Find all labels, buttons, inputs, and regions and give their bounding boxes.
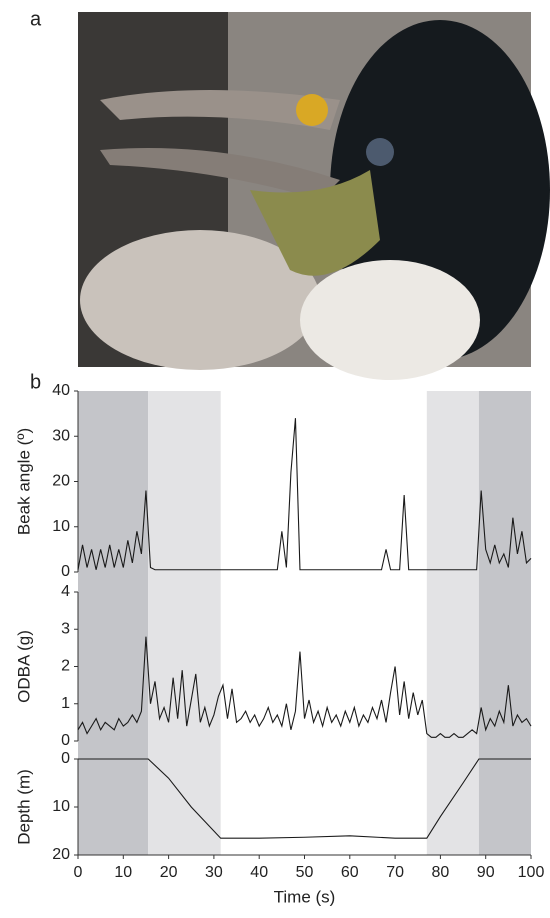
y-tick-label: 0 — [61, 563, 70, 580]
data-line — [77, 636, 532, 738]
y-tick-label: 30 — [52, 427, 70, 444]
x-axis-label: Time (s) — [274, 887, 336, 906]
y-tick-label: 20 — [52, 846, 70, 863]
y-tick-label: 10 — [52, 518, 70, 535]
x-tick-label: 30 — [205, 864, 223, 881]
x-tick-label: 10 — [114, 864, 132, 881]
phase-band — [78, 391, 149, 855]
y-tick-label: 0 — [61, 750, 70, 767]
x-tick-label: 100 — [518, 864, 545, 881]
data-line — [77, 418, 532, 571]
x-tick-label: 50 — [296, 864, 314, 881]
y-tick-label: 4 — [61, 583, 70, 600]
y-tick-label: 2 — [61, 658, 70, 675]
x-tick-label: 60 — [341, 864, 359, 881]
y-tick-label: 1 — [61, 695, 70, 712]
y-axis-label: Beak angle (º) — [14, 428, 33, 535]
panel-label: b — [30, 371, 41, 393]
data-line — [78, 758, 531, 839]
x-tick-label: 0 — [74, 864, 83, 881]
x-tick-label: 40 — [250, 864, 268, 881]
y-tick-label: 0 — [61, 732, 70, 749]
y-axis-label: ODBA (g) — [14, 630, 33, 703]
phase-band — [478, 391, 531, 855]
phase-band — [426, 391, 479, 855]
y-tick-label: 20 — [52, 473, 70, 490]
y-tick-label: 3 — [61, 620, 70, 637]
x-tick-label: 90 — [477, 864, 495, 881]
y-tick-label: 40 — [52, 382, 70, 399]
y-tick-label: 10 — [52, 798, 70, 815]
x-tick-label: 70 — [386, 864, 404, 881]
x-tick-label: 20 — [160, 864, 178, 881]
x-tick-label: 80 — [432, 864, 450, 881]
photo — [78, 12, 550, 380]
y-axis-label: Depth (m) — [14, 769, 33, 845]
panel-label: a — [30, 8, 42, 30]
phase-band — [148, 391, 221, 855]
